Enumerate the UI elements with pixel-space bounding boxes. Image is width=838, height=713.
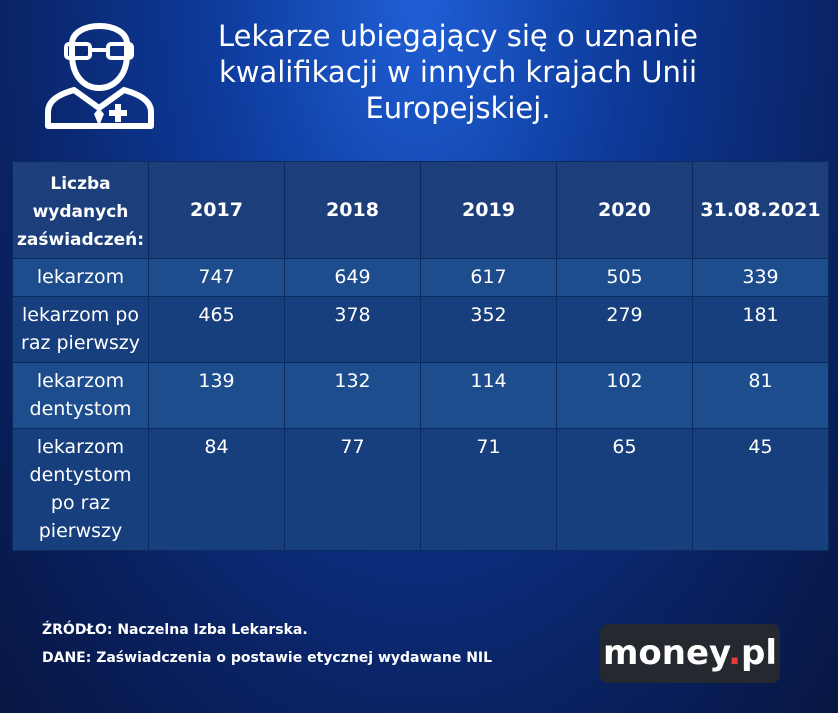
page-title: Lekarze ubiegający się o uznanie kwalifi…: [168, 18, 748, 126]
table-cell: 747: [148, 258, 285, 297]
column-header: 2017: [148, 161, 285, 259]
money-pl-logo: money.pl: [600, 624, 780, 683]
table-cell: 71: [420, 428, 557, 551]
table-cell: 279: [556, 296, 693, 363]
table-row: lekarzom dentystom po raz pierwszy 84 77…: [12, 428, 829, 551]
table-cell: 465: [148, 296, 285, 363]
row-label: lekarzom: [12, 258, 149, 297]
row-label: lekarzom dentystom: [12, 362, 149, 429]
data-table-wrapper: Liczba wydanych zaświadczeń: 2017 2018 2…: [12, 161, 829, 551]
column-header: 31.08.2021: [692, 161, 829, 259]
table-row: lekarzom po raz pierwszy 465 378 352 279…: [12, 296, 829, 363]
table-cell: 65: [556, 428, 693, 551]
table-cell: 132: [284, 362, 421, 429]
table-cell: 352: [420, 296, 557, 363]
table-cell: 181: [692, 296, 829, 363]
table-cell: 102: [556, 362, 693, 429]
logo-dot: .: [728, 633, 741, 673]
table-cell: 649: [284, 258, 421, 297]
table-row: lekarzom 747 649 617 505 339: [12, 258, 829, 297]
table-cell: 139: [148, 362, 285, 429]
title-line-1: Lekarze ubiegający się o uznanie: [218, 19, 698, 53]
table-header-row: Liczba wydanych zaświadczeń: 2017 2018 2…: [12, 161, 829, 259]
table-cell: 114: [420, 362, 557, 429]
table-cell: 617: [420, 258, 557, 297]
table-cell: 378: [284, 296, 421, 363]
row-header-cell: Liczba wydanych zaświadczeń:: [12, 161, 149, 259]
logo-main: money: [602, 633, 729, 673]
table-cell: 81: [692, 362, 829, 429]
title-line-2: kwalifikacji w innych krajach Unii: [218, 55, 698, 89]
column-header: 2020: [556, 161, 693, 259]
source-note: ŹRÓDŁO: Naczelna Izba Lekarska.: [42, 622, 308, 638]
row-label: lekarzom po raz pierwszy: [12, 296, 149, 363]
row-label: lekarzom dentystom po raz pierwszy: [12, 428, 149, 551]
data-note: DANE: Zaświadczenia o postawie etycznej …: [42, 650, 493, 666]
title-line-3: Europejskiej.: [365, 91, 551, 125]
table-cell: 45: [692, 428, 829, 551]
column-header: 2018: [284, 161, 421, 259]
table-cell: 339: [692, 258, 829, 297]
table-row: lekarzom dentystom 139 132 114 102 81: [12, 362, 829, 429]
table-cell: 77: [284, 428, 421, 551]
table-cell: 84: [148, 428, 285, 551]
table-cell: 505: [556, 258, 693, 297]
data-table: Liczba wydanych zaświadczeń: 2017 2018 2…: [12, 161, 829, 551]
doctor-icon: [45, 23, 154, 129]
logo-suffix: pl: [741, 633, 777, 673]
column-header: 2019: [420, 161, 557, 259]
